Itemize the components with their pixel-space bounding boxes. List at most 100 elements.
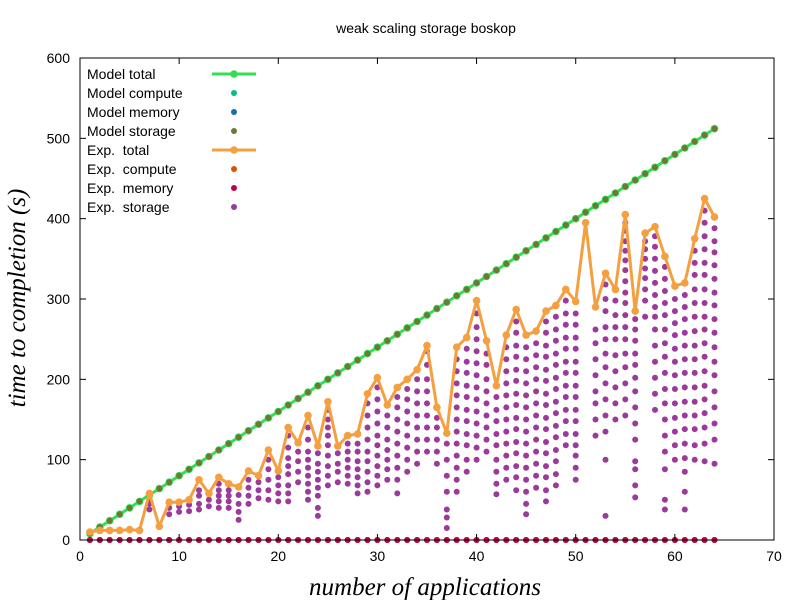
data-point-exp-storage: [671, 296, 678, 302]
data-point-model-storage: [513, 254, 520, 261]
legend-marker-exp-storage: [231, 204, 237, 210]
data-point-exp-storage: [572, 369, 579, 376]
data-point-model-storage: [582, 209, 589, 216]
data-point-exp-storage: [612, 312, 619, 319]
data-point-exp-storage: [552, 482, 559, 489]
data-point-model-storage: [433, 305, 440, 312]
data-point-model-storage: [592, 202, 599, 209]
data-point-exp-storage: [414, 400, 421, 407]
data-point-exp-total: [532, 327, 540, 335]
data-point-model-storage: [265, 414, 272, 421]
y-axis-label: time to completion (s): [4, 189, 31, 408]
data-point-exp-storage: [552, 422, 559, 429]
data-point-exp-storage: [523, 368, 530, 375]
data-point-model-storage: [394, 331, 401, 338]
data-point-exp-storage: [701, 368, 708, 375]
data-point-exp-storage: [543, 402, 549, 408]
data-point-exp-storage: [711, 404, 718, 411]
legend-label-exp-memory: Exp. memory: [87, 180, 173, 196]
data-point-exp-storage: [572, 464, 579, 471]
data-point-exp-storage: [473, 384, 480, 391]
data-point-exp-storage: [513, 402, 520, 408]
data-point-exp-storage: [523, 476, 530, 483]
data-point-exp-storage: [562, 297, 569, 304]
data-point-exp-storage: [305, 472, 311, 479]
data-point-exp-storage: [473, 324, 480, 331]
data-point-exp-storage: [642, 275, 649, 282]
data-point-exp-storage: [543, 318, 549, 325]
data-point-exp-storage: [711, 420, 718, 427]
data-point-exp-storage: [305, 436, 311, 443]
data-point-exp-storage: [334, 479, 341, 486]
data-point-exp-total: [571, 297, 580, 306]
data-point-exp-storage: [691, 356, 698, 363]
data-point-exp-storage: [295, 448, 302, 455]
data-point-exp-storage: [652, 255, 658, 262]
data-point-exp-storage: [374, 442, 381, 449]
data-point-exp-storage: [314, 460, 321, 467]
legend-marker-exp-memory: [231, 185, 237, 191]
data-point-exp-storage: [305, 464, 311, 471]
data-point-exp-storage: [314, 450, 321, 457]
data-point-exp-storage: [533, 460, 540, 467]
legend-label-model-memory: Model memory: [87, 104, 180, 120]
data-point-exp-storage: [513, 439, 520, 445]
data-point-exp-total: [631, 307, 639, 315]
data-point-exp-storage: [503, 392, 510, 399]
data-point-exp-storage: [354, 482, 361, 489]
data-point-exp-storage: [463, 358, 470, 365]
data-point-exp-storage: [642, 286, 649, 293]
data-point-exp-storage: [513, 329, 520, 336]
data-point-exp-storage: [701, 340, 708, 347]
x-tick-label: 0: [76, 548, 84, 564]
data-point-exp-storage: [394, 428, 401, 435]
data-point-exp-storage: [671, 386, 678, 392]
data-point-exp-storage: [523, 344, 530, 351]
data-point-exp-storage: [701, 246, 708, 253]
data-point-exp-total: [611, 285, 620, 294]
data-point-exp-storage: [523, 380, 530, 387]
data-point-exp-storage: [661, 275, 668, 282]
x-tick-label: 30: [370, 548, 386, 564]
data-point-exp-storage: [414, 424, 421, 431]
data-point-exp-storage: [384, 424, 391, 431]
data-point-exp-storage: [523, 440, 530, 447]
data-point-exp-storage: [533, 424, 540, 431]
data-point-exp-storage: [562, 394, 569, 400]
data-point-exp-storage: [681, 304, 688, 310]
data-point-exp-storage: [612, 324, 619, 331]
data-point-exp-storage: [543, 498, 549, 505]
data-point-exp-storage: [711, 372, 718, 379]
data-point-exp-storage: [453, 416, 460, 423]
data-point-exp-storage: [523, 392, 530, 399]
data-point-exp-storage: [324, 482, 331, 489]
data-point-exp-storage: [572, 394, 579, 400]
data-point-exp-storage: [414, 448, 421, 455]
data-point-model-storage: [602, 196, 609, 203]
data-point-exp-storage: [681, 488, 688, 495]
data-point-model-storage: [424, 312, 430, 319]
data-point-exp-storage: [622, 257, 629, 264]
data-point-exp-storage: [632, 420, 639, 427]
data-point-exp-storage: [622, 396, 629, 403]
data-point-exp-storage: [215, 498, 222, 505]
data-point-exp-storage: [493, 442, 500, 449]
data-point-exp-storage: [314, 512, 321, 519]
data-point-exp-total: [215, 473, 223, 482]
data-point-exp-storage: [453, 464, 460, 471]
data-point-exp-total: [423, 341, 431, 350]
data-point-model-storage: [503, 260, 510, 267]
data-point-exp-storage: [245, 476, 252, 483]
data-point-model-storage: [543, 234, 549, 241]
data-point-exp-storage: [602, 456, 609, 463]
data-point-exp-storage: [443, 514, 450, 521]
data-point-model-storage: [235, 434, 242, 441]
data-point-exp-storage: [562, 382, 569, 389]
data-point-exp-storage: [453, 476, 460, 483]
data-point-exp-storage: [543, 342, 549, 349]
data-point-exp-storage: [324, 463, 331, 470]
data-point-exp-storage: [552, 410, 559, 417]
data-point-exp-storage: [255, 479, 262, 486]
data-point-exp-storage: [404, 408, 411, 415]
data-point-exp-storage: [592, 372, 599, 379]
